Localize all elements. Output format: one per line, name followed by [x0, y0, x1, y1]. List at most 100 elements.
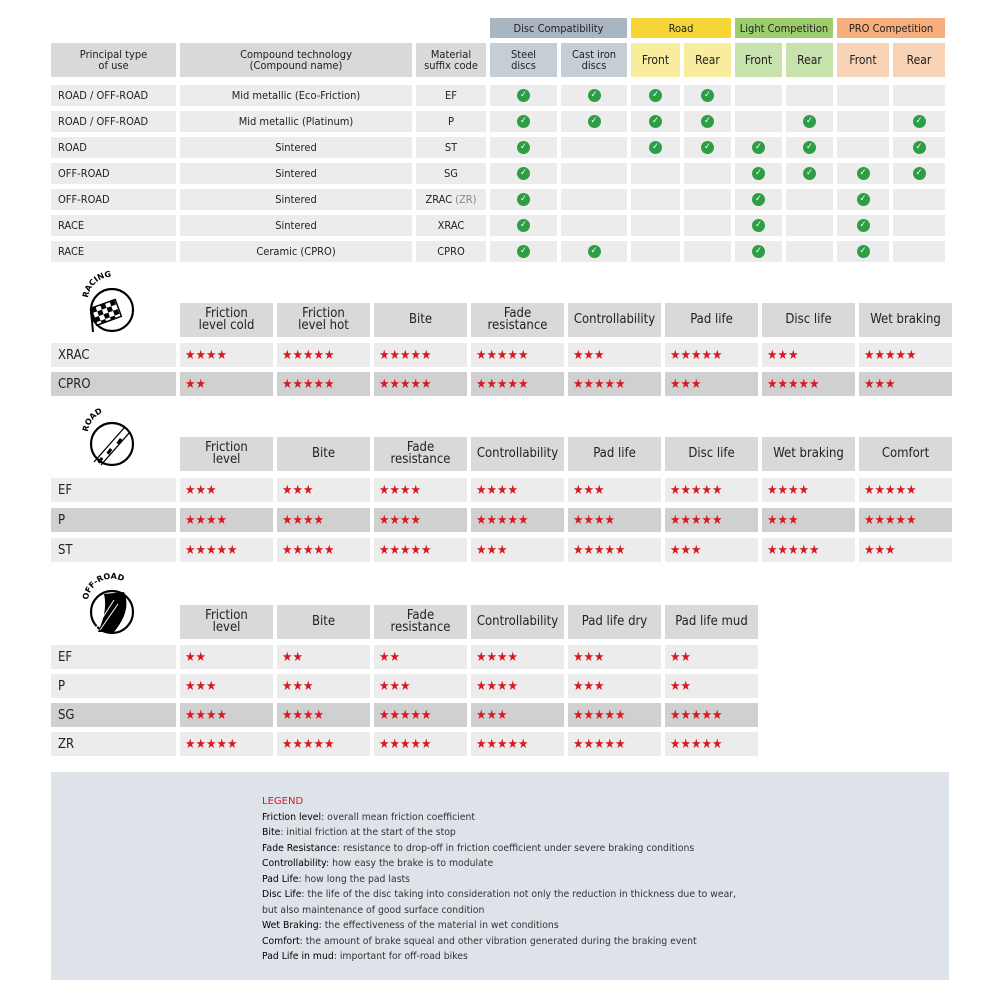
star-icon: ★ — [497, 649, 508, 665]
star-icon: ★ — [486, 347, 498, 363]
column-header: Pad life mud — [665, 605, 758, 639]
star-icon: ★ — [604, 707, 616, 723]
star-icon: ★ — [206, 542, 217, 558]
column-header: Bite — [277, 437, 370, 471]
star-icon: ★ — [227, 542, 238, 558]
column-header: Bite — [374, 303, 467, 337]
star-icon: ★ — [670, 482, 681, 498]
check-cell: ✓ — [837, 163, 889, 184]
star-icon: ★ — [206, 678, 217, 694]
star-rating: ★ ★ ★ ★ — [374, 478, 467, 502]
row-code: EF — [51, 478, 176, 502]
column-header: Friction level hot — [277, 303, 370, 337]
star-icon: ★ — [400, 482, 411, 498]
check-cell — [631, 189, 680, 210]
star-icon: ★ — [476, 649, 487, 665]
column-header: Friction level — [180, 605, 273, 639]
check-icon: ✓ — [517, 193, 530, 206]
legend-title: LEGEND — [262, 796, 304, 807]
star-icon: ★ — [379, 376, 390, 392]
check-cell: ✓ — [561, 241, 627, 262]
star-icon: ★ — [874, 512, 886, 528]
star-icon: ★ — [594, 376, 605, 392]
star-icon: ★ — [410, 736, 422, 752]
star-icon: ★ — [216, 542, 228, 558]
check-icon: ✓ — [752, 141, 765, 154]
legend-term: Controllability — [262, 858, 327, 869]
check-cell: ✓ — [735, 189, 782, 210]
star-icon: ★ — [421, 347, 432, 363]
star-icon: ★ — [282, 649, 293, 665]
star-rating: ★ ★ ★ ★ ★ — [471, 372, 564, 396]
check-icon: ✓ — [912, 141, 926, 154]
star-rating: ★ ★ ★ ★ ★ — [859, 343, 952, 367]
check-icon: ✓ — [803, 115, 816, 128]
star-icon: ★ — [476, 736, 487, 752]
check-cell: ✓ — [893, 137, 945, 158]
column-header: Material suffix code — [416, 43, 486, 77]
check-cell: ✓ — [837, 241, 889, 262]
check-cell: ✓ — [893, 111, 945, 132]
check-cell: ✓ — [561, 85, 627, 106]
check-cell: ✓ — [837, 215, 889, 236]
legend-term: Bite — [262, 827, 281, 838]
star-icon: ★ — [282, 512, 293, 528]
star-icon: ★ — [809, 542, 820, 558]
star-icon: ★ — [874, 482, 886, 498]
star-icon: ★ — [573, 482, 584, 498]
star-icon: ★ — [885, 512, 896, 528]
star-icon: ★ — [216, 736, 228, 752]
check-cell — [684, 241, 731, 262]
legend-text: : how long the pad lasts — [298, 873, 411, 885]
use-cell: OFF-ROAD — [51, 189, 176, 210]
star-icon: ★ — [400, 376, 411, 392]
star-rating: ★ ★ — [180, 645, 273, 669]
star-icon: ★ — [798, 376, 810, 392]
row-code: P — [51, 508, 176, 532]
star-rating: ★ ★ ★ — [762, 508, 855, 532]
star-icon: ★ — [389, 649, 401, 665]
check-cell: ✓ — [837, 189, 889, 210]
check-icon: ✓ — [517, 219, 530, 232]
star-icon: ★ — [421, 736, 432, 752]
star-icon: ★ — [895, 347, 907, 363]
code-cell: ZRAC (ZR) — [416, 189, 486, 210]
star-icon: ★ — [864, 542, 875, 558]
star-icon: ★ — [282, 736, 293, 752]
star-icon: ★ — [389, 482, 401, 498]
use-cell: OFF-ROAD — [51, 163, 176, 184]
star-icon: ★ — [389, 542, 401, 558]
star-rating: ★ ★ ★ — [374, 674, 467, 698]
star-rating: ★ ★ ★ ★ ★ — [568, 732, 661, 756]
check-cell — [786, 215, 833, 236]
star-icon: ★ — [421, 376, 432, 392]
star-rating: ★ ★ ★ ★ ★ — [471, 343, 564, 367]
star-icon: ★ — [691, 736, 702, 752]
check-cell: ✓ — [735, 137, 782, 158]
star-rating: ★ ★ ★ — [665, 538, 758, 562]
star-rating: ★ ★ — [665, 645, 758, 669]
check-cell — [631, 163, 680, 184]
star-icon: ★ — [313, 376, 325, 392]
legend-text: : overall mean friction coefficient — [321, 811, 476, 823]
row-code: P — [51, 674, 176, 698]
star-icon: ★ — [195, 376, 207, 392]
star-icon: ★ — [476, 376, 487, 392]
star-icon: ★ — [594, 678, 605, 694]
code-cell: P — [416, 111, 486, 132]
code-text: CPRO — [437, 245, 465, 258]
star-icon: ★ — [206, 707, 217, 723]
star-icon: ★ — [895, 512, 907, 528]
star-icon: ★ — [798, 482, 810, 498]
check-icon: ✓ — [752, 219, 765, 232]
check-icon: ✓ — [517, 89, 530, 102]
star-icon: ★ — [185, 376, 196, 392]
star-icon: ★ — [216, 707, 228, 723]
check-icon: ✓ — [856, 167, 870, 180]
star-icon: ★ — [185, 678, 196, 694]
star-icon: ★ — [507, 482, 519, 498]
star-icon: ★ — [885, 482, 896, 498]
star-icon: ★ — [303, 736, 314, 752]
star-rating: ★ ★ ★ — [568, 674, 661, 698]
check-cell — [786, 189, 833, 210]
